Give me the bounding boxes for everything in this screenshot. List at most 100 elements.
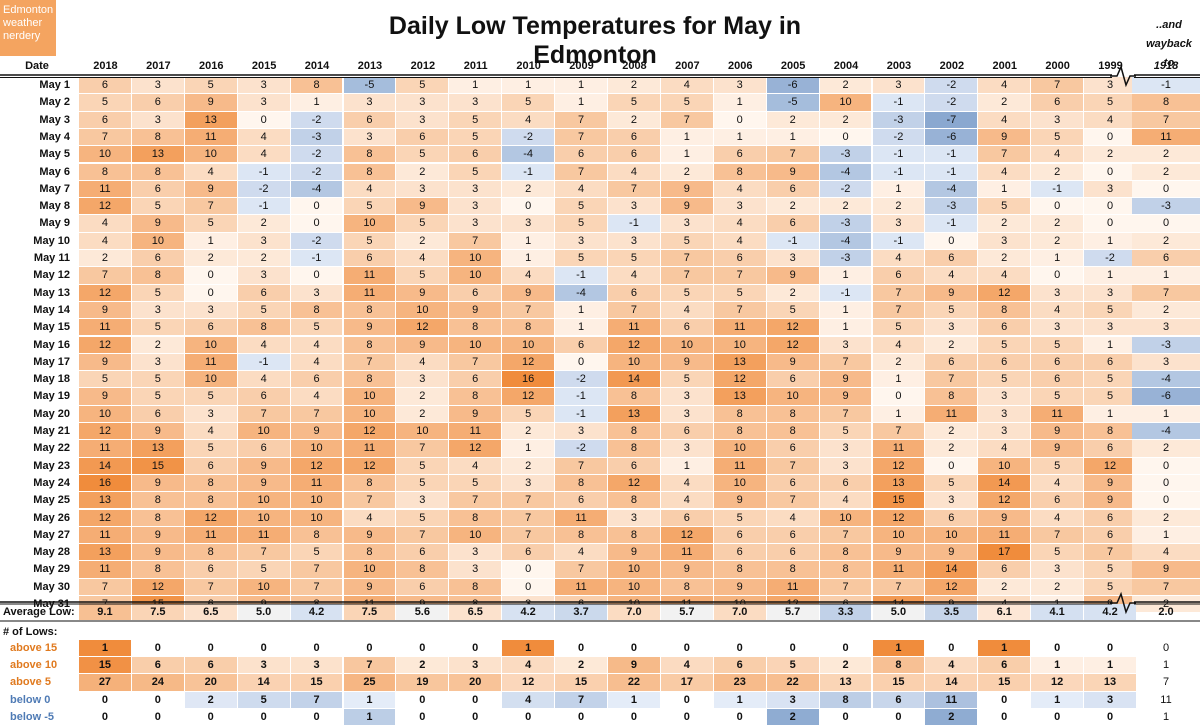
temp-cell: 5: [1084, 561, 1136, 578]
wayback-temp-cell: -6: [1132, 388, 1200, 405]
temp-cell: 5: [925, 301, 978, 319]
temp-cell: -2: [925, 77, 978, 94]
temp-cell: 8: [343, 336, 396, 353]
temp-cell: 10: [819, 94, 872, 111]
temp-cell: 8: [343, 301, 396, 319]
day-label: May 28: [33, 546, 70, 559]
average-cell: 3.3: [819, 604, 872, 620]
temp-cell: 6: [79, 77, 131, 94]
count-cell: 0: [502, 708, 555, 725]
day-label: May 3: [39, 113, 70, 126]
temp-cell: 5: [660, 371, 713, 388]
count-cell: 0: [713, 640, 766, 657]
temp-cell: 1: [872, 180, 925, 198]
temp-cell: 4: [608, 267, 660, 284]
temp-cell: 8: [449, 578, 502, 595]
count-cell: 0: [449, 708, 502, 725]
temp-cell: 6: [766, 544, 819, 561]
temp-cell: 11: [449, 423, 502, 440]
temp-cell: 3: [1031, 319, 1084, 336]
temp-cell: 10: [713, 474, 766, 492]
temp-cell: -1: [290, 250, 343, 267]
temp-cell: 6: [925, 509, 978, 526]
temp-cell: 12: [660, 526, 713, 544]
temp-cell: 7: [343, 353, 396, 371]
temp-cell: 2: [1084, 146, 1136, 163]
temp-cell: 12: [502, 353, 555, 371]
temp-cell: 7: [978, 146, 1031, 163]
temp-cell: 7: [872, 301, 925, 319]
temp-cell: 3: [449, 180, 502, 198]
temp-cell: 3: [872, 215, 925, 232]
average-cell: 9.1: [79, 604, 131, 620]
count-cell: 1: [978, 640, 1031, 657]
day-label: May 21: [33, 425, 70, 437]
temp-cell: 3: [396, 94, 449, 111]
temp-cell: 3: [978, 423, 1031, 440]
temp-cell: 5: [1031, 336, 1084, 353]
temp-cell: -1: [925, 163, 978, 180]
temp-cell: 2: [502, 423, 555, 440]
temp-cell: 12: [79, 198, 131, 215]
temp-cell: 3: [1031, 284, 1084, 301]
temp-cell: 5: [79, 371, 131, 388]
temp-cell: 4: [872, 250, 925, 267]
temp-cell: 2: [237, 215, 290, 232]
temp-cell: 7: [766, 457, 819, 474]
wayback-temp-cell: 4: [1132, 544, 1200, 561]
temp-cell: 0: [502, 198, 555, 215]
wayback-temp-cell: 0: [1132, 457, 1200, 474]
temp-cell: 1: [502, 440, 555, 457]
temp-cell: 4: [184, 423, 237, 440]
temp-cell: -1: [872, 232, 925, 249]
temp-cell: 9: [79, 353, 131, 371]
day-label: May 18: [33, 373, 70, 386]
temp-cell: 4: [79, 232, 131, 249]
temp-cell: 8: [290, 526, 343, 544]
temp-cell: 1: [449, 77, 502, 94]
count-row-label: below 0: [10, 693, 51, 706]
count-cell: 0: [1084, 708, 1136, 725]
count-cell: 2: [184, 691, 237, 708]
temp-cell: 4: [978, 111, 1031, 128]
temp-cell: 9: [79, 301, 131, 319]
temp-cell: 5: [396, 215, 449, 232]
temp-cell: 7: [819, 405, 872, 422]
day-label: May 16: [33, 338, 70, 351]
temp-cell: 10: [237, 423, 290, 440]
count-cell: 0: [449, 691, 502, 708]
temp-cell: 8: [608, 423, 660, 440]
temp-cell: 6: [713, 250, 766, 267]
count-cell: 0: [660, 691, 713, 708]
temp-cell: 3: [819, 457, 872, 474]
count-cell: 0: [555, 708, 607, 725]
average-cell: 7.5: [131, 604, 184, 620]
temp-cell: 7: [608, 180, 660, 198]
temp-cell: 8: [608, 492, 660, 509]
temp-cell: 3: [237, 232, 290, 249]
temp-cell: 8: [1084, 423, 1136, 440]
temp-cell: 5: [131, 388, 184, 405]
temp-cell: 2: [925, 423, 978, 440]
temp-cell: -2: [290, 232, 343, 249]
wayback-temp-cell: 2: [1132, 232, 1200, 249]
count-cell: 1: [343, 691, 396, 708]
temp-cell: 3: [608, 232, 660, 249]
temp-cell: 4: [79, 215, 131, 232]
wayback-temp-cell: 0: [1132, 474, 1200, 492]
day-label: May 8: [39, 200, 70, 213]
temp-cell: -2: [819, 180, 872, 198]
temp-cell: 10: [819, 509, 872, 526]
temp-cell: 3: [343, 94, 396, 111]
year-header: 2006: [728, 60, 753, 72]
count-cell: 12: [502, 674, 555, 691]
temp-cell: 4: [978, 440, 1031, 457]
temp-cell: -7: [925, 111, 978, 128]
temp-cell: 3: [660, 405, 713, 422]
temp-cell: 1: [502, 77, 555, 94]
temp-cell: 6: [978, 319, 1031, 336]
day-label: May 10: [33, 234, 70, 247]
temp-cell: 13: [79, 544, 131, 561]
temp-cell: 7: [502, 509, 555, 526]
temp-cell: 0: [1084, 215, 1136, 232]
